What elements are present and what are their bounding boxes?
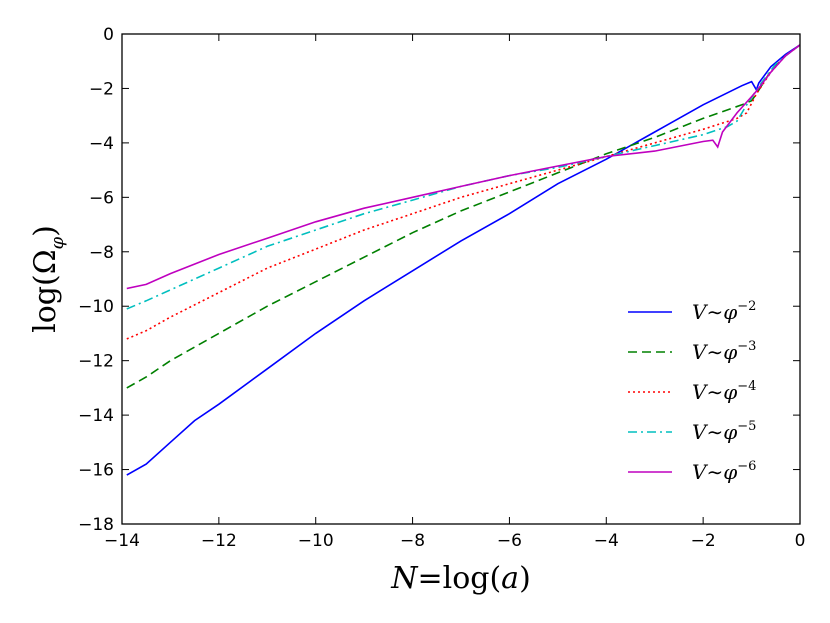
series-line-5 bbox=[126, 44, 801, 290]
tick-layer: −14 −12 −10 −8 −6 −4 −2 0 0 −2 −4 −6 −8 −10 −12 −14 −16 −… bbox=[78, 25, 805, 551]
x-tick-label: 0 bbox=[795, 531, 806, 551]
x-tick-label: −8 bbox=[400, 531, 425, 551]
legend-label-3: V∼φ−4 bbox=[692, 379, 756, 404]
legend-label-4: V∼φ−5 bbox=[692, 419, 756, 444]
plot-frame bbox=[121, 33, 801, 525]
series-line-4 bbox=[126, 44, 801, 310]
y-tick-label: −2 bbox=[89, 79, 114, 99]
y-tick-label: −18 bbox=[78, 515, 114, 535]
x-tick-label: −12 bbox=[201, 531, 237, 551]
x-tick-label: −2 bbox=[691, 531, 716, 551]
series-line-2 bbox=[126, 44, 801, 389]
x-tick-label: −4 bbox=[594, 531, 619, 551]
y-tick-label: −12 bbox=[78, 352, 114, 372]
x-tick-label: −14 bbox=[104, 531, 140, 551]
y-axis-label: log(Ωφ) bbox=[28, 225, 68, 333]
series-line-1 bbox=[126, 44, 801, 476]
legend-label-2: V∼φ−3 bbox=[692, 339, 756, 364]
legend: V∼φ−2 V∼φ−3 V∼φ−4 V∼φ−5 V∼φ−6 bbox=[628, 299, 756, 484]
y-tick-label: −4 bbox=[89, 134, 114, 154]
x-tick-label: −6 bbox=[497, 531, 522, 551]
y-tick-label: 0 bbox=[103, 25, 114, 45]
y-tick-label: −8 bbox=[89, 243, 114, 263]
series-line-3 bbox=[126, 44, 801, 340]
y-tick-label: −10 bbox=[78, 297, 114, 317]
y-tick-label: −16 bbox=[78, 461, 114, 481]
legend-label-1: V∼φ−2 bbox=[692, 299, 756, 324]
legend-label-5: V∼φ−6 bbox=[692, 459, 756, 484]
series-layer bbox=[126, 44, 801, 476]
y-tick-label: −6 bbox=[89, 188, 114, 208]
x-axis-label: N=log(a) bbox=[390, 561, 531, 596]
x-tick-label: −10 bbox=[298, 531, 334, 551]
y-tick-label: −14 bbox=[78, 406, 114, 426]
